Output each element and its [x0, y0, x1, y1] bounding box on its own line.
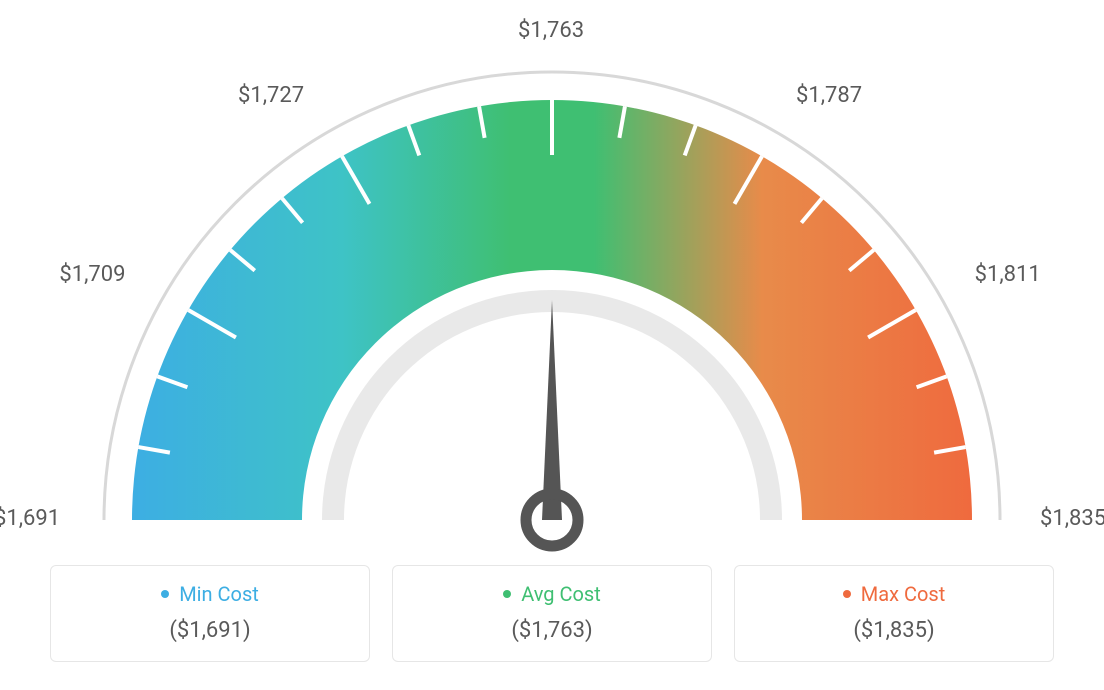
tick-label-2: $1,727	[238, 83, 304, 108]
tick-label-6: $1,835	[1040, 506, 1104, 531]
dot-icon	[843, 590, 851, 598]
legend-value-avg: ($1,763)	[403, 618, 701, 643]
legend-label-avg: Avg Cost	[521, 582, 601, 606]
tick-label-4: $1,787	[796, 83, 862, 108]
dot-icon	[161, 590, 169, 598]
tick-label-0: $1,691	[0, 506, 60, 531]
legend-card-avg: Avg Cost ($1,763)	[392, 565, 712, 662]
dot-icon	[503, 590, 511, 598]
legend-title-avg: Avg Cost	[503, 582, 601, 606]
legend-row: Min Cost ($1,691) Avg Cost ($1,763) Max …	[0, 565, 1104, 662]
legend-title-max: Max Cost	[843, 582, 946, 606]
legend-label-max: Max Cost	[861, 582, 946, 606]
legend-label-min: Min Cost	[179, 582, 259, 606]
tick-label-1: $1,709	[59, 262, 125, 287]
chart-container: $1,691 $1,709 $1,727 $1,763 $1,787 $1,81…	[0, 0, 1104, 690]
legend-card-min: Min Cost ($1,691)	[50, 565, 370, 662]
tick-label-5: $1,811	[975, 262, 1041, 287]
legend-card-max: Max Cost ($1,835)	[734, 565, 1054, 662]
gauge-svg	[62, 30, 1042, 560]
legend-value-min: ($1,691)	[61, 618, 359, 643]
legend-title-min: Min Cost	[161, 582, 259, 606]
tick-label-3: $1,763	[518, 18, 584, 43]
gauge-area: $1,691 $1,709 $1,727 $1,763 $1,787 $1,81…	[0, 0, 1104, 560]
legend-value-max: ($1,835)	[745, 618, 1043, 643]
